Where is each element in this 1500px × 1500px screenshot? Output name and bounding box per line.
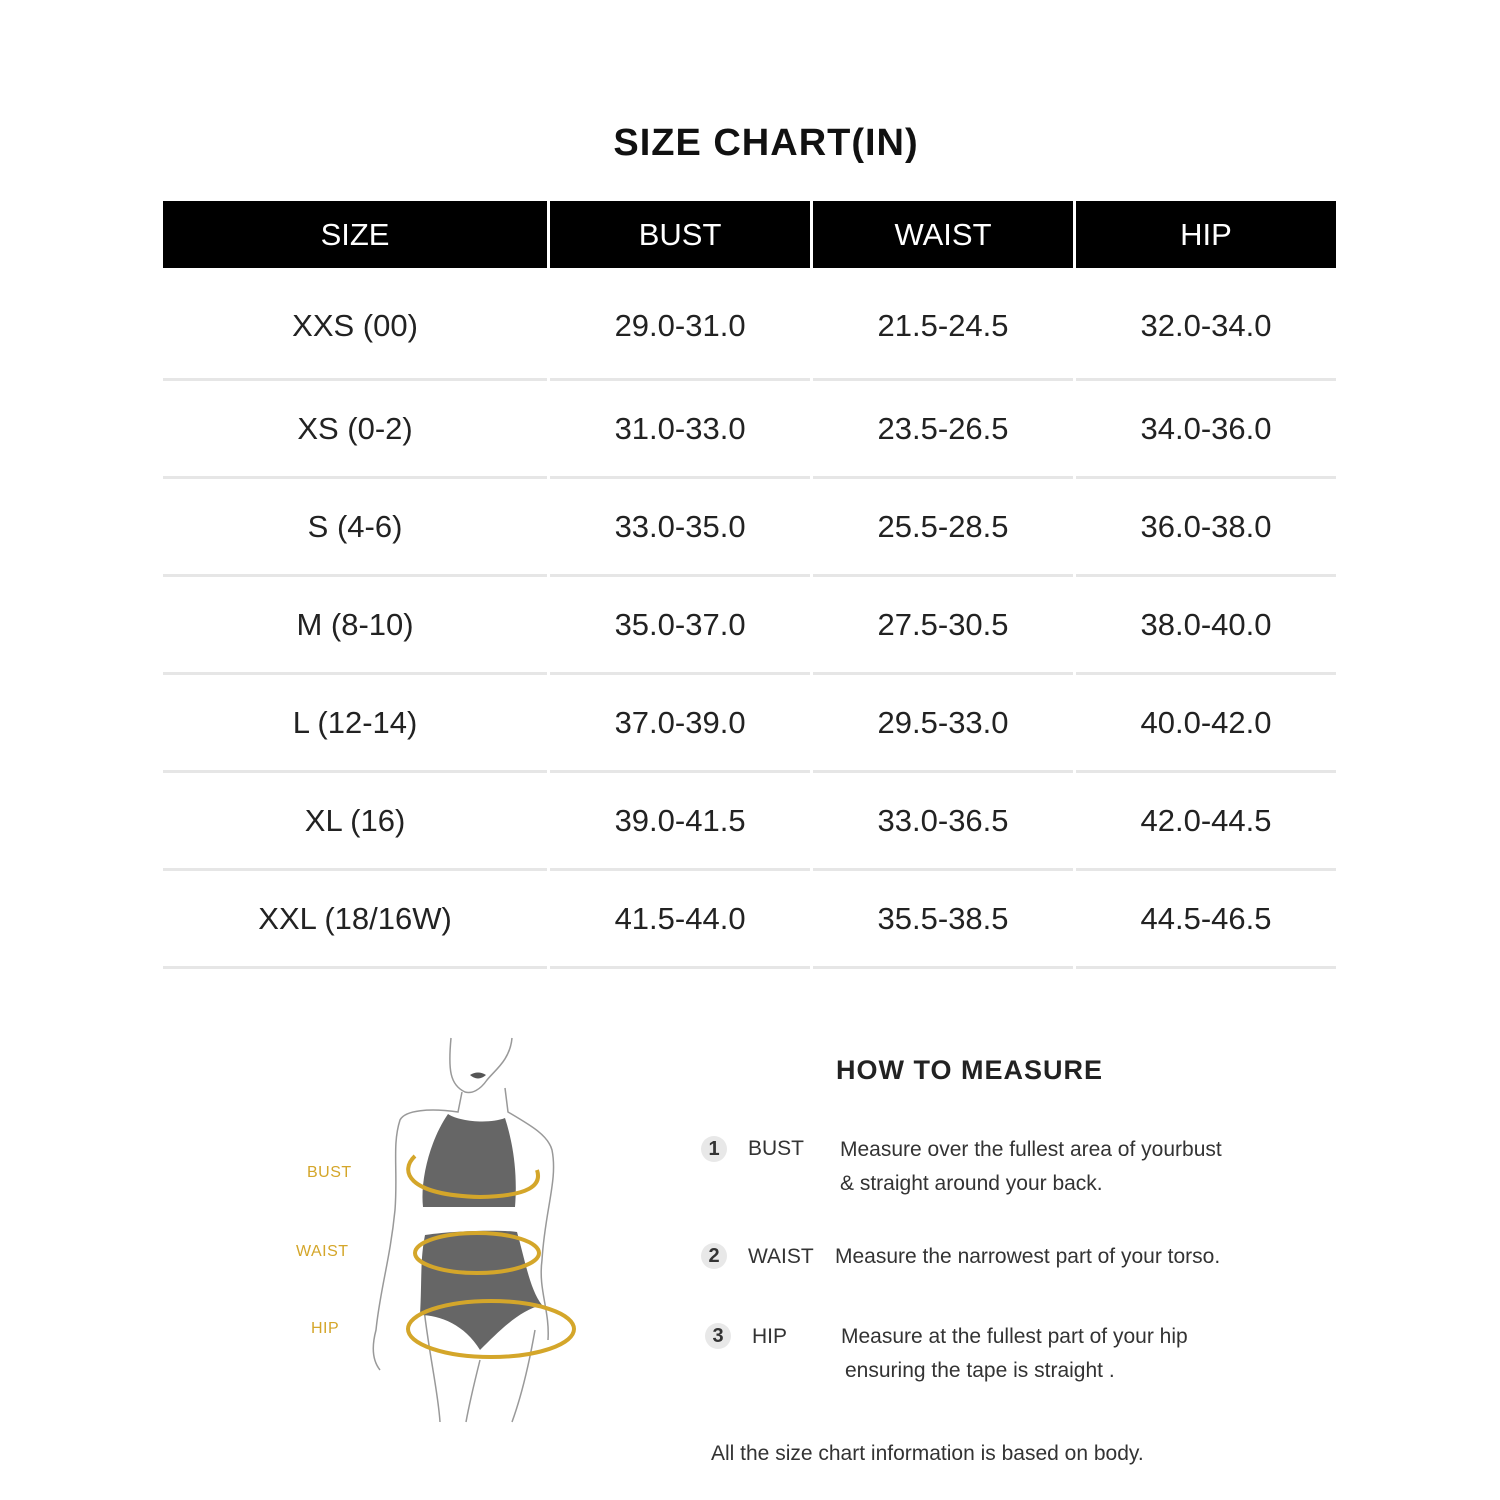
cell-waist: 23.5-26.5	[813, 381, 1074, 479]
cell-size: XXL (18/16W)	[163, 871, 548, 969]
table-row: M (8-10) 35.0-37.0 27.5-30.5 38.0-40.0	[163, 577, 1336, 675]
briefs	[420, 1230, 542, 1350]
cell-waist: 35.5-38.5	[813, 871, 1074, 969]
cell-hip: 44.5-46.5	[1076, 871, 1336, 969]
cell-waist: 29.5-33.0	[813, 675, 1074, 773]
step-number-badge: 3	[705, 1323, 731, 1349]
cell-bust: 31.0-33.0	[550, 381, 811, 479]
body-outline	[372, 1037, 555, 1423]
cell-bust: 41.5-44.0	[550, 871, 811, 969]
header-size: SIZE	[163, 201, 548, 268]
cell-bust: 33.0-35.0	[550, 479, 811, 577]
waist-tape	[413, 1231, 541, 1275]
measurement-tapes	[406, 1154, 576, 1359]
header-waist: WAIST	[813, 201, 1074, 268]
cell-waist: 33.0-36.5	[813, 773, 1074, 871]
description-line: Measure at the fullest part of your hip	[841, 1325, 1188, 1348]
hip-tape	[406, 1299, 576, 1359]
cell-size: XXS (00)	[163, 268, 548, 381]
bust-tape	[406, 1154, 540, 1200]
cell-bust: 29.0-31.0	[550, 268, 811, 381]
table-row: XXL (18/16W) 41.5-44.0 35.5-38.5 44.5-46.5	[163, 871, 1336, 969]
bra-top	[422, 1114, 516, 1207]
cell-hip: 38.0-40.0	[1076, 577, 1336, 675]
cell-waist: 27.5-30.5	[813, 577, 1074, 675]
table-row: S (4-6) 33.0-35.0 25.5-28.5 36.0-38.0	[163, 479, 1336, 577]
cell-hip: 34.0-36.0	[1076, 381, 1336, 479]
table-row: XS (0-2) 31.0-33.0 23.5-26.5 34.0-36.0	[163, 381, 1336, 479]
figure-label-waist: WAIST	[296, 1243, 349, 1260]
cell-waist: 21.5-24.5	[813, 268, 1074, 381]
size-chart-table: SIZE BUST WAIST HIP XXS (00) 29.0-31.0 21.…	[160, 201, 1339, 969]
step-label: BUST	[748, 1137, 805, 1160]
cell-bust: 39.0-41.5	[550, 773, 811, 871]
step-description: Measure at the fullest part of your hip …	[841, 1320, 1188, 1388]
table-row: XL (16) 39.0-41.5 33.0-36.5 42.0-44.5	[163, 773, 1336, 871]
cell-size: XS (0-2)	[163, 381, 548, 479]
description-line: Measure the narrowest part of your torso…	[835, 1245, 1221, 1268]
step-label: HIP	[752, 1325, 788, 1348]
cell-hip: 32.0-34.0	[1076, 268, 1336, 381]
cell-hip: 36.0-38.0	[1076, 479, 1336, 577]
mouth-icon	[470, 1072, 486, 1079]
step-description: Measure over the fullest area of yourbus…	[840, 1133, 1222, 1201]
cell-waist: 25.5-28.5	[813, 479, 1074, 577]
description-line: & straight around your back.	[840, 1172, 1103, 1195]
table-header-row: SIZE BUST WAIST HIP	[163, 201, 1336, 268]
cell-size: S (4-6)	[163, 479, 548, 577]
description-line: Measure over the fullest area of yourbus…	[840, 1138, 1222, 1161]
step-label: WAIST	[748, 1245, 814, 1268]
figure-label-hip: HIP	[311, 1320, 340, 1337]
step-number-badge: 2	[701, 1243, 727, 1269]
step-description: Measure the narrowest part of your torso…	[835, 1240, 1220, 1274]
cell-size: XL (16)	[163, 773, 548, 871]
cell-hip: 40.0-42.0	[1076, 675, 1336, 773]
table-row: XXS (00) 29.0-31.0 21.5-24.5 32.0-34.0	[163, 268, 1336, 381]
cell-size: L (12-14)	[163, 675, 548, 773]
step-number-badge: 1	[701, 1136, 727, 1162]
figure-label-bust: BUST	[307, 1164, 352, 1181]
cell-hip: 42.0-44.5	[1076, 773, 1336, 871]
footnote: All the size chart information is based …	[711, 1442, 1144, 1465]
page-title: SIZE CHART(IN)	[613, 122, 919, 164]
cell-size: M (8-10)	[163, 577, 548, 675]
table-row: L (12-14) 37.0-39.0 29.5-33.0 40.0-42.0	[163, 675, 1336, 773]
how-to-measure-title: HOW TO MEASURE	[836, 1055, 1104, 1085]
cell-bust: 35.0-37.0	[550, 577, 811, 675]
header-hip: HIP	[1076, 201, 1336, 268]
description-line: ensuring the tape is straight .	[845, 1359, 1115, 1382]
header-bust: BUST	[550, 201, 811, 268]
cell-bust: 37.0-39.0	[550, 675, 811, 773]
body-measurement-figure	[372, 1037, 576, 1423]
